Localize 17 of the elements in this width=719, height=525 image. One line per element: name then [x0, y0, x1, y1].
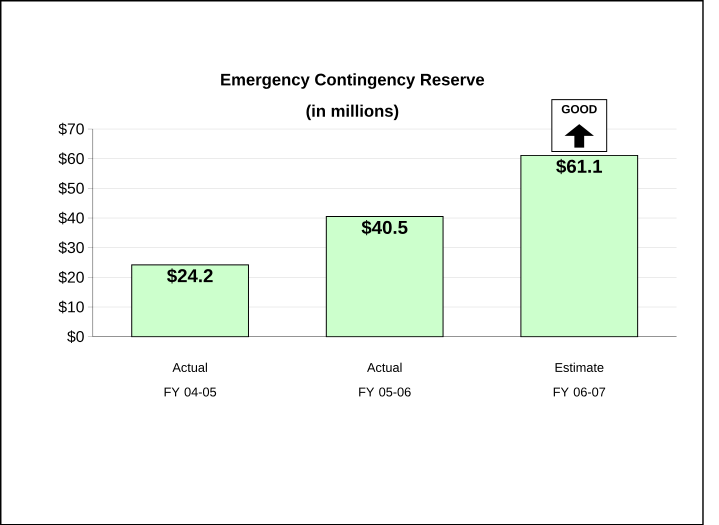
y-tick-label: $10 [58, 300, 84, 314]
category-label: Estimate FY 06-07 [554, 362, 606, 396]
y-tick-label: $20 [58, 270, 84, 284]
y-tick-label: $0 [67, 330, 84, 343]
data-label: $40.5 [362, 220, 408, 235]
y-tick-label: $50 [58, 182, 84, 194]
category-label: Actual FY 05-06 [359, 362, 411, 396]
category-label: Actual FY 04-05 [164, 362, 216, 396]
y-tick-label: $40 [58, 211, 84, 224]
data-label: $61.1 [556, 158, 602, 174]
chart-title: Emergency Contingency Reserve [221, 73, 484, 89]
data-label: $24.2 [167, 268, 213, 284]
chart-subtitle: (in millions) [306, 104, 398, 120]
text: GOOD [562, 104, 597, 114]
y-tick-label: $60 [58, 152, 84, 165]
y-tick-label: $70 [58, 122, 84, 136]
y-tick-label: $30 [58, 241, 84, 254]
